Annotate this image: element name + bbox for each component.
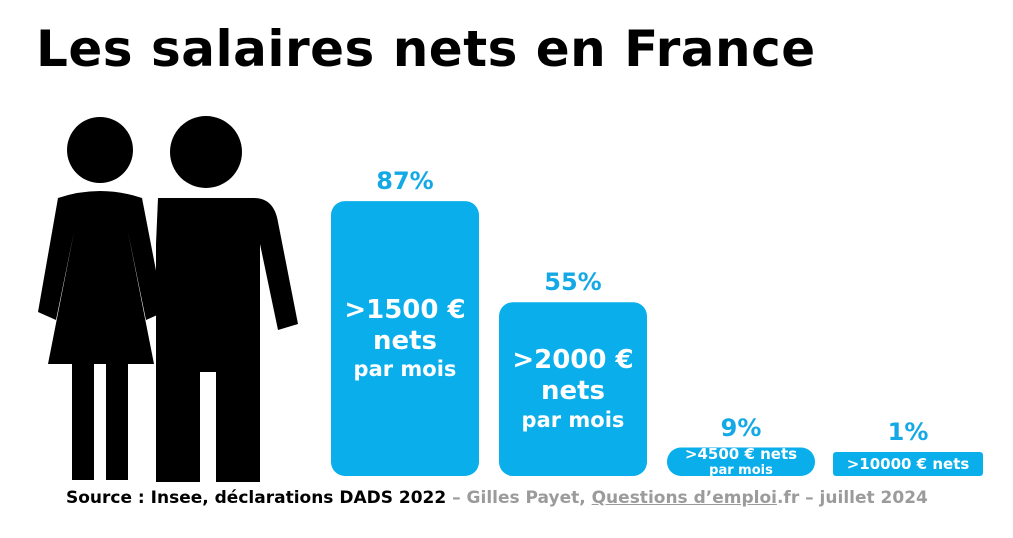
footer-site-ext: .fr bbox=[776, 488, 800, 508]
footer-site-link[interactable]: Questions d’emploi bbox=[591, 488, 777, 508]
woman-icon bbox=[38, 117, 164, 480]
bar-label-line: par mois bbox=[521, 407, 625, 432]
bar-label-line: nets bbox=[540, 376, 606, 407]
page-title: Les salaires nets en France bbox=[36, 20, 816, 78]
footer-credit: – Gilles Payet, bbox=[446, 488, 592, 508]
bar-label-1: >1500 € nets par mois bbox=[331, 201, 479, 476]
bar-label-4: >10000 € nets bbox=[833, 452, 983, 476]
bar-label-3: >4500 € nets par mois bbox=[667, 444, 815, 478]
people-illustration bbox=[38, 116, 298, 482]
bar-label-line: >4500 € nets bbox=[684, 444, 798, 463]
footer-date: – juillet 2024 bbox=[799, 488, 928, 508]
bar-label-line: par mois bbox=[709, 462, 773, 478]
bar-3 bbox=[667, 447, 815, 476]
bar-2 bbox=[499, 302, 647, 476]
bar-label-line: >2000 € bbox=[512, 345, 634, 376]
bar-label-2: >2000 € nets par mois bbox=[499, 302, 647, 476]
bar-label-line: nets bbox=[372, 325, 438, 356]
bar-label-line: par mois bbox=[353, 357, 457, 382]
value-label-3: 9% bbox=[720, 413, 762, 442]
man-icon bbox=[156, 116, 298, 482]
bar-label-line: >10000 € nets bbox=[846, 455, 970, 473]
bar-1 bbox=[331, 201, 479, 476]
footer-source: Source : Insee, déclarations DADS 2022 bbox=[66, 488, 447, 508]
bar-label-line: >1500 € bbox=[344, 294, 466, 325]
value-label-2: 55% bbox=[544, 268, 602, 297]
value-label-1: 87% bbox=[376, 167, 434, 196]
bar-4 bbox=[833, 452, 983, 476]
source-footer: Source : Insee, déclarations DADS 2022 –… bbox=[66, 488, 928, 508]
value-label-4: 1% bbox=[887, 418, 929, 446]
